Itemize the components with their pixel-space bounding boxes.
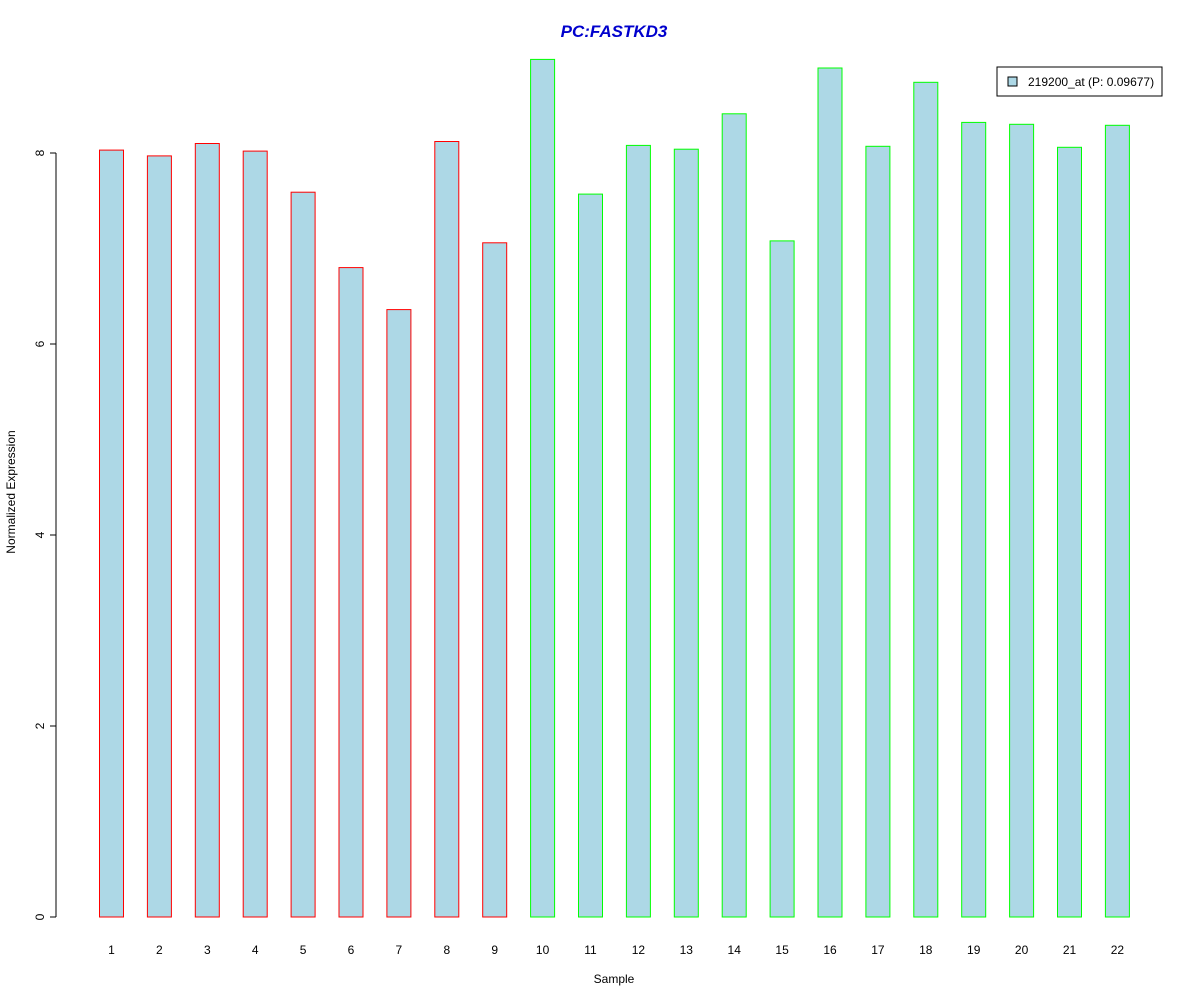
x-tick-label: 18 [919,943,933,957]
y-axis-label: Normalized Expression [4,430,18,553]
x-tick-label: 22 [1111,943,1125,957]
y-tick-label: 2 [33,722,47,729]
x-tick-label: 20 [1015,943,1029,957]
x-tick-label: 2 [156,943,163,957]
bar-sample-10 [530,58,556,918]
bar-sample-9 [482,242,508,918]
bar-sample-20 [1009,123,1035,918]
legend: 219200_at (P: 0.09677) [996,66,1163,97]
bar-sample-3 [194,143,220,918]
bar-sample-18 [913,81,939,918]
y-tick-label: 0 [33,913,47,920]
y-tick-label: 4 [33,531,47,538]
x-tick-label: 6 [348,943,355,957]
x-tick-label: 10 [536,943,550,957]
bar-sample-15 [769,240,795,918]
bars-group [99,58,1130,918]
bar-sample-17 [865,145,891,918]
bar-sample-22 [1104,124,1130,918]
x-tick-label: 8 [443,943,450,957]
x-axis: 1 2 3 4 5 6 7 8 9 10 11 12 13 14 15 16 17 18 19 20 21 22 [108,943,1124,957]
x-tick-label: 16 [823,943,837,957]
x-tick-label: 12 [632,943,646,957]
x-tick-label: 7 [396,943,403,957]
bar-sample-11 [578,193,603,918]
bar-sample-6 [338,267,364,918]
bar-sample-4 [242,150,268,918]
x-tick-label: 21 [1063,943,1077,957]
x-tick-label: 14 [728,943,742,957]
x-tick-label: 4 [252,943,259,957]
x-tick-label: 15 [775,943,789,957]
bar-sample-16 [817,67,843,918]
bar-sample-5 [290,191,316,918]
y-tick-label: 8 [33,149,47,156]
bar-sample-1 [99,149,124,918]
bar-sample-12 [625,144,651,918]
bar-sample-19 [961,121,987,918]
x-tick-label: 5 [300,943,307,957]
bar-sample-2 [146,155,172,918]
x-axis-label: Sample [594,972,635,986]
x-tick-label: 9 [491,943,498,957]
x-tick-label: 19 [967,943,981,957]
legend-box [996,66,1163,97]
bar-sample-21 [1057,146,1082,918]
bar-sample-7 [386,309,412,918]
legend-entry: 219200_at (P: 0.09677) [1028,75,1154,89]
y-tick-label: 6 [33,340,47,347]
chart-title: PC:FASTKD3 [561,22,668,41]
x-tick-label: 11 [584,943,597,957]
x-tick-label: 3 [204,943,211,957]
bar-sample-13 [673,148,699,918]
x-tick-label: 17 [871,943,885,957]
x-tick-label: 1 [108,943,115,957]
legend-swatch [1007,76,1018,87]
x-tick-label: 13 [680,943,694,957]
bar-sample-8 [434,141,460,918]
bar-sample-14 [721,113,747,918]
y-axis: 0 2 4 6 8 [33,149,57,920]
